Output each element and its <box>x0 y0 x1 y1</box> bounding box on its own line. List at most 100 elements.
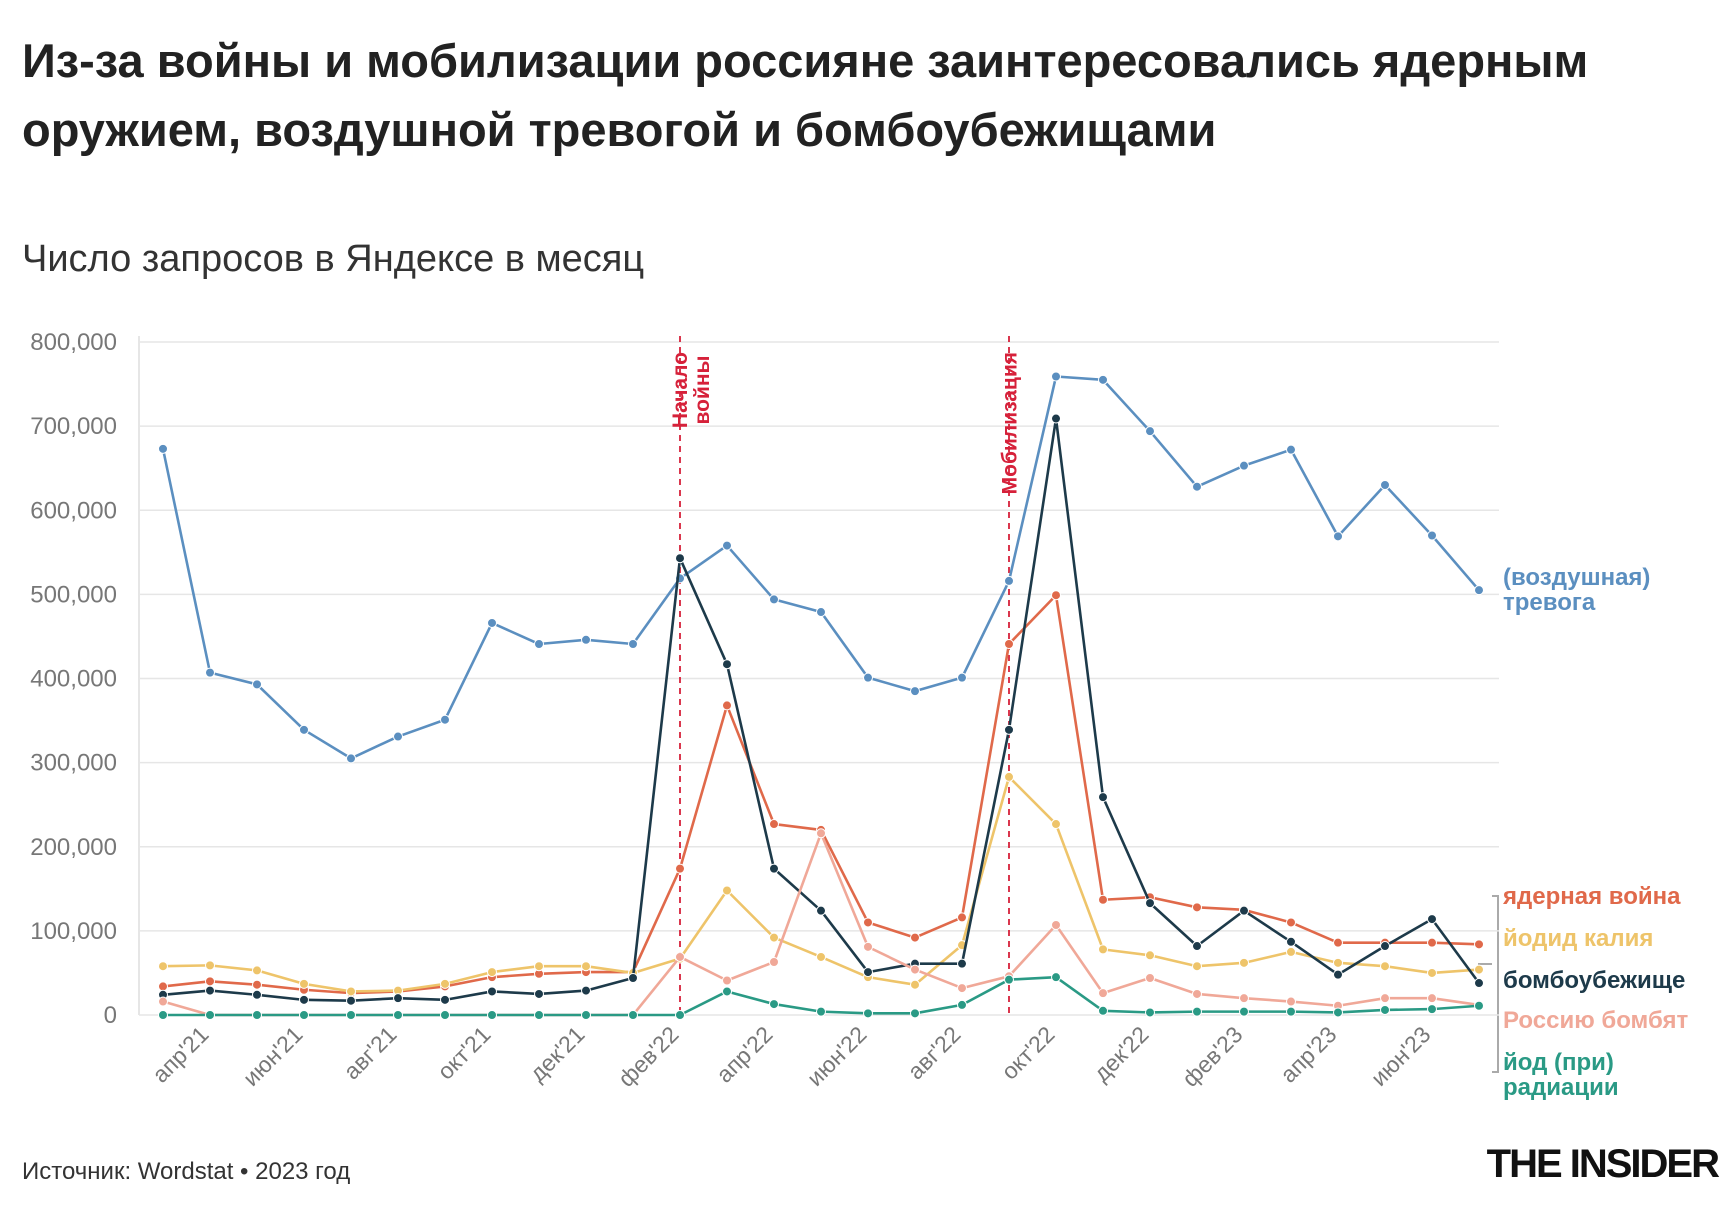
data-point <box>863 941 873 952</box>
data-point <box>769 932 779 943</box>
x-tick-label: авг'22 <box>902 1021 965 1084</box>
data-point <box>487 967 497 978</box>
data-point <box>1051 371 1061 382</box>
data-point <box>252 965 262 976</box>
series-label: бомбоубежище <box>1503 967 1686 994</box>
series-line <box>162 831 1480 1017</box>
data-point <box>1239 1006 1249 1017</box>
data-point <box>299 994 309 1005</box>
data-point <box>1145 426 1155 437</box>
data-point <box>1098 792 1108 803</box>
chart-title: Из-за войны и мобилизации россияне заинт… <box>22 34 1589 156</box>
x-tick-label: фев'23 <box>1177 1021 1248 1092</box>
data-point <box>252 979 262 990</box>
data-point <box>722 986 732 997</box>
data-point <box>722 700 732 711</box>
data-point <box>1333 937 1343 948</box>
data-point <box>910 1008 920 1019</box>
data-point <box>252 989 262 1000</box>
data-point <box>863 967 873 978</box>
data-point <box>346 1010 356 1020</box>
y-tick-label: 300,000 <box>30 750 117 777</box>
data-point <box>675 863 685 874</box>
data-point <box>1051 972 1061 983</box>
annotation-label: Мобилизация <box>998 352 1021 495</box>
data-point <box>1004 771 1014 782</box>
series <box>158 771 1484 997</box>
data-point <box>1380 941 1390 952</box>
data-point <box>1004 974 1014 985</box>
data-point <box>581 634 591 645</box>
data-point <box>722 885 732 896</box>
data-point <box>205 976 215 987</box>
data-point <box>205 960 215 971</box>
series <box>158 972 1484 1020</box>
data-point <box>1380 993 1390 1004</box>
data-point <box>1239 460 1249 471</box>
data-point <box>1098 374 1108 385</box>
data-point <box>393 731 403 742</box>
data-point <box>1333 531 1343 542</box>
data-point <box>1333 969 1343 980</box>
data-point <box>1098 894 1108 905</box>
series-label: (воздушная) тревога <box>1503 564 1651 616</box>
data-point <box>769 999 779 1010</box>
data-point <box>675 1010 685 1020</box>
data-point <box>863 672 873 683</box>
data-point <box>1286 917 1296 928</box>
y-tick-label: 100,000 <box>30 918 117 945</box>
data-point <box>722 975 732 986</box>
data-point <box>487 1010 497 1020</box>
data-point <box>158 996 168 1007</box>
data-point <box>534 988 544 999</box>
data-point <box>769 819 779 830</box>
data-point <box>158 961 168 972</box>
data-point <box>816 1006 826 1017</box>
data-point <box>1004 639 1014 650</box>
data-point <box>1239 905 1249 916</box>
y-tick-label: 700,000 <box>30 413 117 440</box>
data-point <box>581 985 591 996</box>
data-point <box>675 553 685 564</box>
data-point <box>205 667 215 678</box>
data-point <box>769 863 779 874</box>
data-point <box>1098 944 1108 955</box>
data-point <box>1051 590 1061 601</box>
data-point <box>1474 939 1484 950</box>
data-point <box>205 1010 215 1020</box>
y-tick-label: 500,000 <box>30 581 117 608</box>
data-point <box>440 1010 450 1020</box>
data-point <box>1380 1004 1390 1015</box>
x-tick-label: окт'21 <box>432 1021 495 1084</box>
data-point <box>957 958 967 969</box>
data-point <box>722 540 732 551</box>
series-label: ядерная война <box>1503 883 1681 910</box>
data-point <box>346 995 356 1006</box>
data-point <box>1098 988 1108 999</box>
data-point <box>1286 936 1296 947</box>
data-point <box>346 753 356 764</box>
data-point <box>393 993 403 1004</box>
data-point <box>205 985 215 996</box>
y-tick-label: 400,000 <box>30 666 117 693</box>
data-point <box>957 983 967 994</box>
data-point <box>393 1010 403 1020</box>
data-point <box>816 607 826 618</box>
data-point <box>299 978 309 989</box>
x-tick-label: фев'22 <box>613 1021 684 1092</box>
data-point <box>487 986 497 997</box>
x-tick-label: июн'21 <box>238 1021 308 1091</box>
data-point <box>1427 993 1437 1004</box>
data-point <box>534 1010 544 1020</box>
data-point <box>534 961 544 972</box>
data-point <box>1051 413 1061 424</box>
data-point <box>1239 993 1249 1004</box>
series <box>158 413 1484 1006</box>
data-point <box>816 905 826 916</box>
annotation-label: Начало войны <box>669 352 714 429</box>
data-point <box>1192 961 1202 972</box>
data-point <box>1098 1005 1108 1016</box>
x-tick-label: дек'22 <box>1088 1021 1153 1086</box>
